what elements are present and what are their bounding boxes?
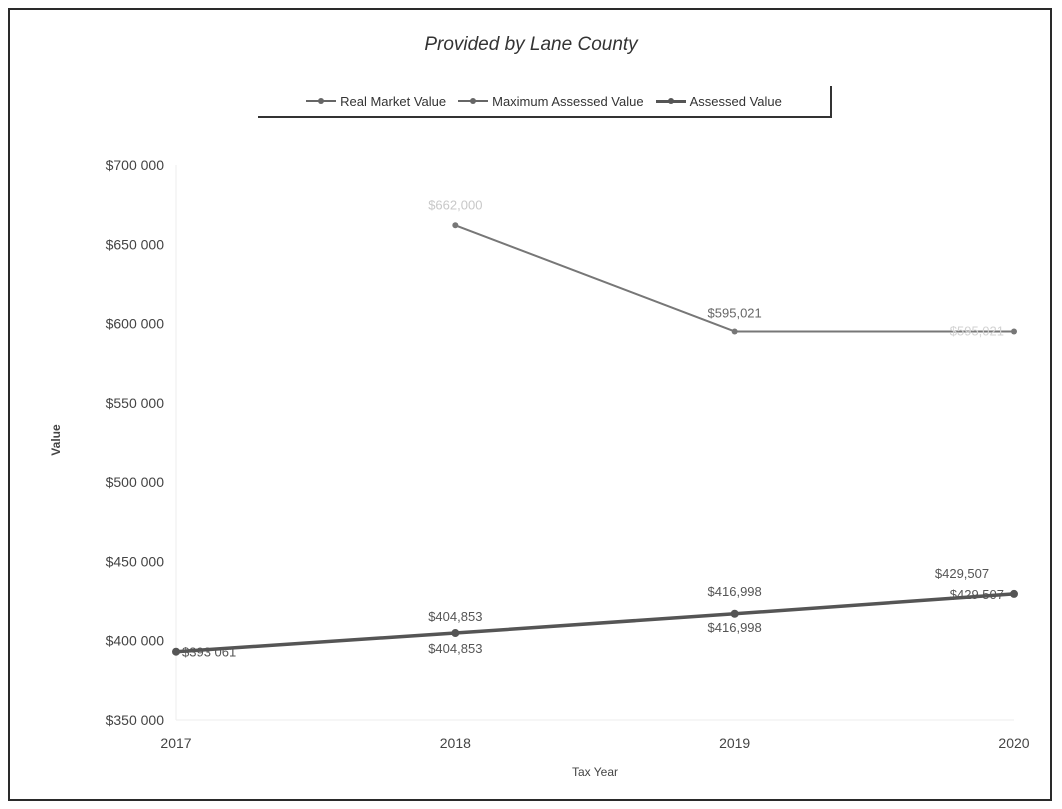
series-line — [175, 592, 1015, 654]
y-tick-label: $550 000 — [106, 395, 165, 411]
chart-frame — [8, 8, 1052, 801]
legend-item-assessed-value: Assessed Value — [655, 93, 782, 109]
data-label: $416,998 — [708, 584, 762, 599]
data-label: $429,507 — [935, 566, 989, 581]
data-label: $429 507 — [950, 587, 1004, 602]
data-point — [172, 647, 180, 656]
chart-legend: Real Market Value Maximum Assessed Value… — [258, 86, 832, 118]
legend-item-real-market-value: Real Market Value — [306, 94, 446, 109]
legend-item-maximum-assessed-value: Maximum Assessed Value — [458, 94, 644, 109]
y-tick-label: $700 000 — [106, 157, 165, 173]
legend-label-real-market-value: Real Market Value — [340, 93, 447, 109]
data-point — [730, 609, 739, 618]
legend-label-maximum-assessed-value: Maximum Assessed Value — [492, 93, 644, 109]
data-label: $416,998 — [708, 620, 762, 635]
x-tick-label: 2020 — [998, 735, 1029, 751]
chart-title: Provided by Lane County — [424, 34, 638, 55]
data-point — [452, 222, 459, 229]
data-label: $404,853 — [428, 609, 482, 624]
legend-swatch-maximum-assessed-value — [458, 96, 489, 106]
y-tick-label: $400 000 — [106, 633, 165, 649]
data-point — [731, 328, 738, 335]
data-point — [1010, 589, 1018, 598]
data-label: $595,021 — [950, 323, 1004, 338]
data-label: $404,853 — [428, 641, 482, 656]
y-tick-label: $450 000 — [106, 553, 165, 569]
data-label: $595,021 — [708, 305, 762, 320]
x-tick-label: 2017 — [160, 735, 191, 751]
y-axis-title: Value — [49, 424, 63, 456]
data-point — [451, 629, 460, 638]
y-tick-label: $600 000 — [106, 316, 165, 332]
data-point — [1011, 328, 1017, 335]
x-tick-label: 2018 — [440, 735, 471, 751]
data-label: $393 061 — [182, 645, 236, 660]
y-tick-label: $350 000 — [106, 712, 165, 728]
legend-swatch-real-market-value — [306, 96, 337, 106]
legend-swatch-assessed-value — [655, 96, 686, 106]
y-tick-label: $500 000 — [106, 474, 165, 490]
y-tick-label: $650 000 — [106, 236, 165, 252]
x-tick-label: 2019 — [719, 735, 750, 751]
data-label: $662,000 — [428, 197, 482, 212]
legend-label-assessed-value: Assessed Value — [689, 93, 782, 109]
x-axis-title: Tax Year — [572, 765, 618, 779]
